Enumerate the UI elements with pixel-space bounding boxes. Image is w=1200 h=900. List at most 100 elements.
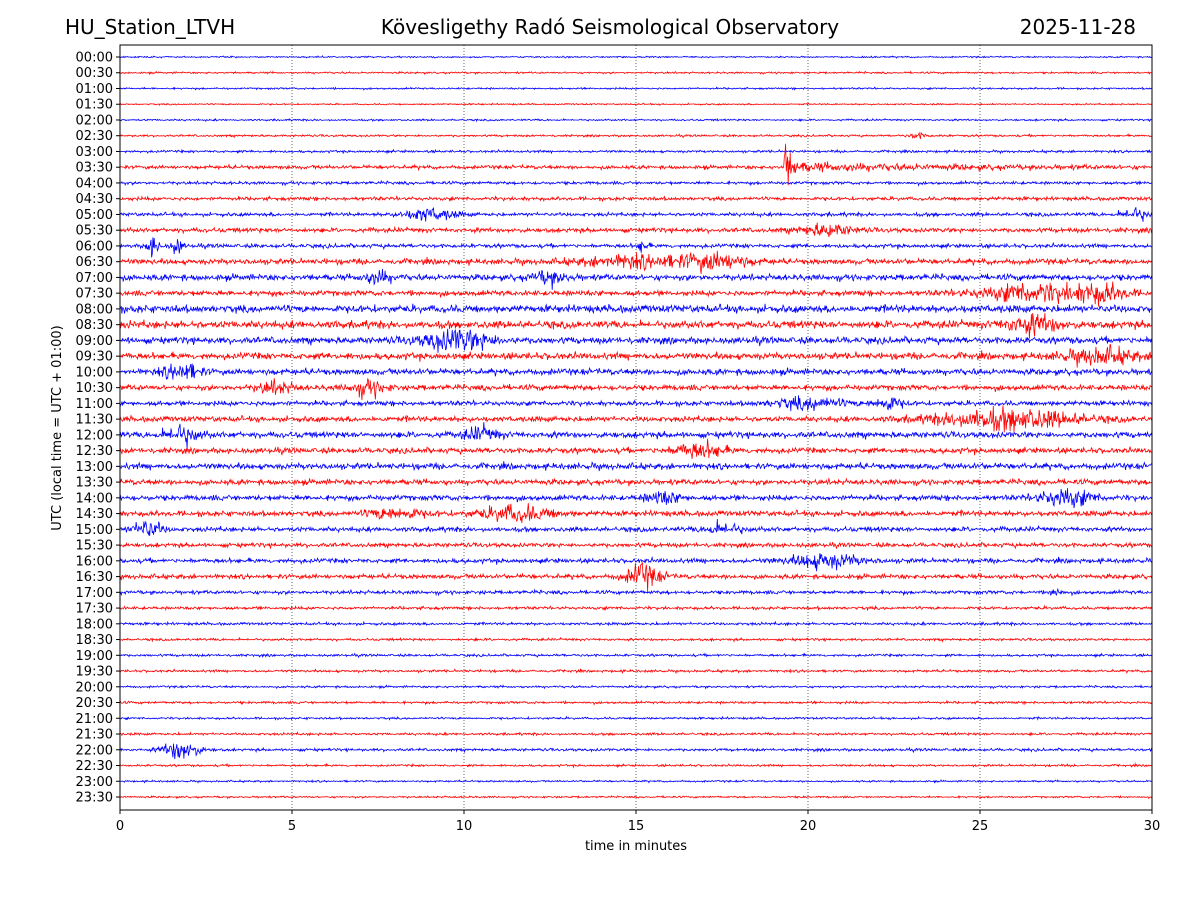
trace-row bbox=[119, 587, 1152, 597]
y-tick-label: 03:30 bbox=[76, 161, 113, 176]
y-tick-label: 19:30 bbox=[76, 665, 113, 680]
y-tick-label: 13:30 bbox=[76, 476, 113, 491]
trace-row bbox=[119, 541, 1153, 550]
trace-row bbox=[119, 743, 1153, 760]
x-tick-label: 20 bbox=[800, 819, 817, 834]
trace-row bbox=[119, 395, 1153, 412]
y-tick-label: 14:30 bbox=[76, 507, 113, 522]
y-tick-label: 21:30 bbox=[76, 728, 113, 743]
trace-row bbox=[119, 422, 1153, 449]
trace-row bbox=[119, 131, 1153, 139]
y-tick-label: 06:00 bbox=[76, 239, 113, 254]
y-tick-label: 22:30 bbox=[76, 759, 113, 774]
trace-row bbox=[119, 461, 1153, 472]
trace-row bbox=[119, 237, 1153, 258]
y-tick-label: 00:00 bbox=[76, 51, 113, 66]
x-tick-label: 25 bbox=[972, 819, 989, 834]
trace-row bbox=[119, 604, 1153, 612]
x-tick-label: 30 bbox=[1144, 819, 1161, 834]
trace-row bbox=[119, 148, 1153, 155]
y-tick-label: 02:30 bbox=[76, 129, 113, 144]
y-tick-label: 14:00 bbox=[76, 491, 113, 506]
x-tick-label: 0 bbox=[116, 819, 124, 834]
y-tick-label: 20:00 bbox=[76, 680, 113, 695]
x-tick-label: 15 bbox=[628, 819, 645, 834]
y-tick-label: 17:00 bbox=[76, 586, 113, 601]
trace-row bbox=[119, 102, 1153, 107]
chart-date: 2025-11-28 bbox=[1019, 15, 1136, 39]
trace-row bbox=[119, 731, 1153, 737]
y-tick-label: 11:00 bbox=[76, 397, 113, 412]
trace-row bbox=[119, 405, 1153, 433]
trace-row bbox=[119, 328, 1153, 353]
y-tick-label: 16:30 bbox=[76, 570, 113, 585]
trace-row bbox=[119, 207, 1153, 222]
y-tick-label: 12:00 bbox=[76, 428, 113, 443]
y-tick-label: 06:30 bbox=[76, 255, 113, 270]
y-tick-label: 12:30 bbox=[76, 444, 113, 459]
x-axis-label: time in minutes bbox=[585, 839, 687, 854]
trace-row bbox=[119, 518, 1153, 537]
trace-row bbox=[120, 55, 1153, 59]
y-tick-label: 15:00 bbox=[76, 523, 113, 538]
y-tick-label: 09:00 bbox=[76, 334, 113, 349]
y-tick-label: 23:30 bbox=[76, 791, 113, 806]
trace-row bbox=[119, 715, 1152, 721]
trace-row bbox=[119, 553, 1153, 572]
trace-row bbox=[119, 503, 1153, 523]
trace-row bbox=[119, 684, 1153, 690]
y-tick-label: 01:30 bbox=[76, 98, 113, 113]
y-tick-label: 13:00 bbox=[76, 460, 113, 475]
trace-row bbox=[119, 143, 1153, 186]
trace-row bbox=[119, 636, 1153, 643]
trace-row bbox=[119, 268, 1153, 290]
y-tick-label: 04:30 bbox=[76, 192, 113, 207]
trace-row bbox=[119, 222, 1153, 238]
trace-row bbox=[119, 363, 1153, 381]
trace-row bbox=[119, 86, 1153, 91]
y-tick-label: 10:00 bbox=[76, 365, 113, 380]
y-tick-label: 03:00 bbox=[76, 145, 113, 160]
y-tick-label: 02:00 bbox=[76, 113, 113, 128]
y-tick-label: 11:30 bbox=[76, 413, 113, 428]
trace-row bbox=[119, 303, 1153, 315]
y-tick-label: 07:00 bbox=[76, 271, 113, 286]
y-tick-label: 08:30 bbox=[76, 318, 113, 333]
trace-row bbox=[119, 378, 1153, 401]
y-axis-label: UTC (local time = UTC + 01:00) bbox=[50, 325, 65, 530]
y-tick-label: 21:00 bbox=[76, 712, 113, 727]
y-tick-label: 23:00 bbox=[76, 775, 113, 790]
trace-row bbox=[119, 195, 1153, 203]
y-tick-label: 07:30 bbox=[76, 287, 113, 302]
y-tick-label: 20:30 bbox=[76, 696, 113, 711]
trace-row bbox=[119, 779, 1153, 784]
x-tick-label: 5 bbox=[288, 819, 296, 834]
trace-row bbox=[119, 762, 1153, 769]
trace-row bbox=[119, 562, 1153, 592]
trace-row bbox=[119, 652, 1153, 659]
y-tick-label: 00:30 bbox=[76, 66, 113, 81]
trace-row bbox=[119, 250, 1153, 274]
y-tick-label: 09:30 bbox=[76, 350, 113, 365]
trace-row bbox=[119, 343, 1153, 368]
y-tick-label: 18:00 bbox=[76, 617, 113, 632]
y-tick-label: 05:30 bbox=[76, 224, 113, 239]
trace-row bbox=[119, 668, 1153, 675]
trace-row bbox=[119, 117, 1153, 123]
trace-row bbox=[119, 620, 1153, 627]
trace-row bbox=[119, 70, 1153, 76]
y-tick-label: 08:00 bbox=[76, 302, 113, 317]
y-tick-label: 19:00 bbox=[76, 649, 113, 664]
trace-row bbox=[119, 794, 1153, 800]
y-tick-label: 18:30 bbox=[76, 633, 113, 648]
y-tick-label: 17:30 bbox=[76, 602, 113, 617]
y-tick-label: 16:00 bbox=[76, 554, 113, 569]
trace-row bbox=[119, 179, 1153, 187]
trace-row bbox=[119, 488, 1152, 509]
y-tick-label: 04:00 bbox=[76, 176, 113, 191]
y-tick-label: 15:30 bbox=[76, 539, 113, 554]
station-name: HU_Station_LTVH bbox=[65, 15, 236, 39]
chart-title: Kövesligethy Radó Seismological Observat… bbox=[380, 15, 840, 39]
trace-row bbox=[119, 281, 1153, 307]
